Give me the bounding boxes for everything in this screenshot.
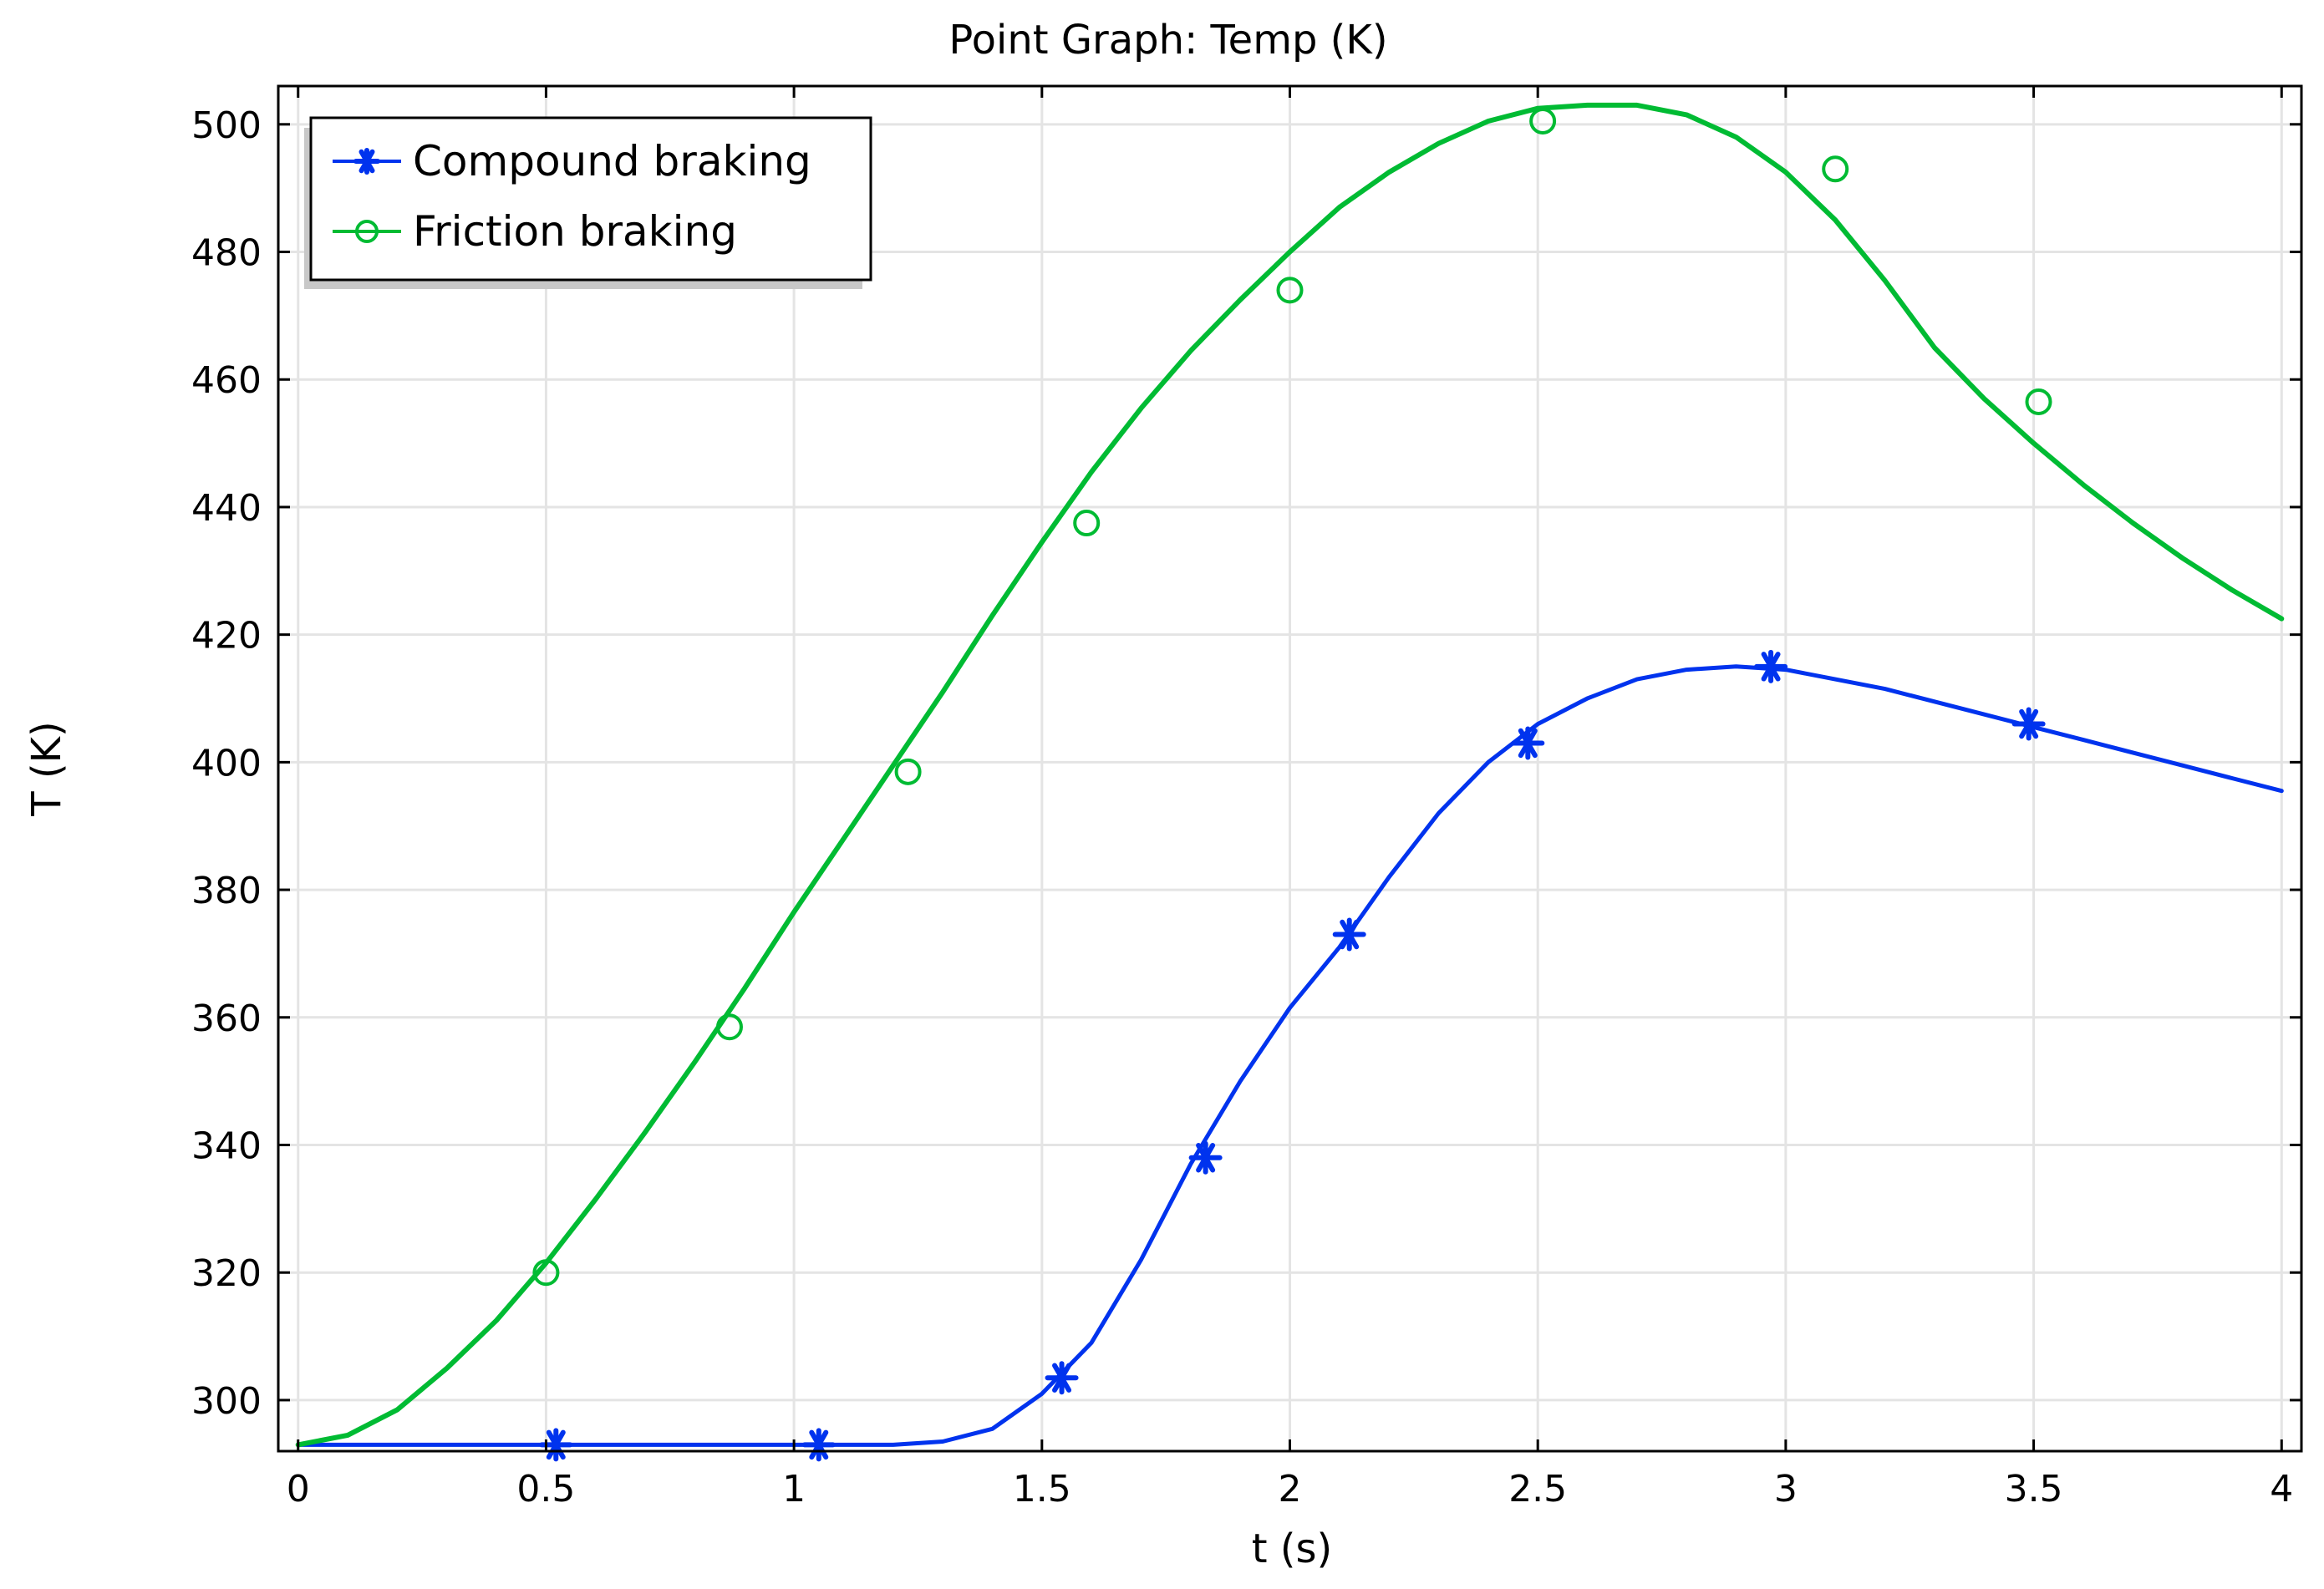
friction-braking-line: [295, 102, 2285, 1448]
legend-compound-marker-icon: [353, 148, 380, 175]
y-tick-label: 300: [191, 1380, 262, 1423]
legend-friction-marker-icon: [355, 220, 379, 243]
legend-compound-asterisk: [353, 148, 380, 175]
y-tick-label: 340: [191, 1124, 262, 1167]
y-tick-label: 380: [191, 870, 262, 912]
friction-braking-marker: [894, 758, 922, 785]
x-tick-label: 2: [1279, 1468, 1302, 1510]
y-tick-label: 440: [191, 487, 262, 530]
y-ticks: 300 320 340 360 380 400 420 440 460 480 500: [191, 104, 2301, 1423]
series-layer: [295, 102, 2285, 1462]
friction-braking-marker: [1822, 155, 1849, 183]
friction-braking-marker: [1276, 277, 1304, 304]
y-tick-label: 500: [191, 104, 262, 147]
compound-braking-marker: [1754, 649, 1788, 683]
legend-compound-label: Compound braking: [413, 137, 811, 185]
x-tick-label: 4: [2270, 1468, 2293, 1510]
friction-braking-marker: [532, 1259, 560, 1287]
compound-braking-marker: [1188, 1140, 1223, 1175]
y-tick-label: 420: [191, 615, 262, 657]
x-ticks: 0 0.5 1 1.5 2 2.5 3 3.5 4: [287, 86, 2293, 1510]
y-tick-label: 320: [191, 1252, 262, 1295]
legend: Compound braking Friction braking: [304, 116, 872, 289]
x-tick-label: 1: [782, 1468, 806, 1510]
x-axis-label: t (s): [1252, 1526, 1333, 1572]
friction-braking-marker: [1529, 107, 1557, 135]
chart-title: Point Graph: Temp (K): [948, 17, 1387, 63]
friction-braking-marker: [2025, 388, 2052, 415]
y-axis-label: T (K): [23, 721, 70, 817]
x-tick-label: 3.5: [2005, 1468, 2063, 1510]
compound-braking-marker: [1511, 726, 1545, 760]
x-tick-label: 1.5: [1013, 1468, 1071, 1510]
friction-braking-marker: [1073, 510, 1101, 537]
compound-braking-marker: [801, 1428, 836, 1462]
x-tick-label: 3: [1774, 1468, 1798, 1510]
y-tick-label: 360: [191, 998, 262, 1040]
y-tick-label: 400: [191, 742, 262, 784]
y-tick-label: 480: [191, 232, 262, 275]
grid: [278, 86, 2301, 1451]
compound-braking-line: [296, 664, 2284, 1447]
x-tick-label: 0.5: [516, 1468, 575, 1510]
friction-braking-marker: [715, 1013, 743, 1041]
compound-braking-marker: [2011, 707, 2046, 741]
x-tick-label: 2.5: [1508, 1468, 1567, 1510]
x-tick-label: 0: [287, 1468, 310, 1510]
compound-braking-marker: [1332, 917, 1366, 952]
y-tick-label: 460: [191, 359, 262, 402]
legend-box: [309, 116, 872, 282]
compound-braking-marker: [1045, 1361, 1079, 1395]
legend-friction-label: Friction braking: [413, 207, 737, 256]
